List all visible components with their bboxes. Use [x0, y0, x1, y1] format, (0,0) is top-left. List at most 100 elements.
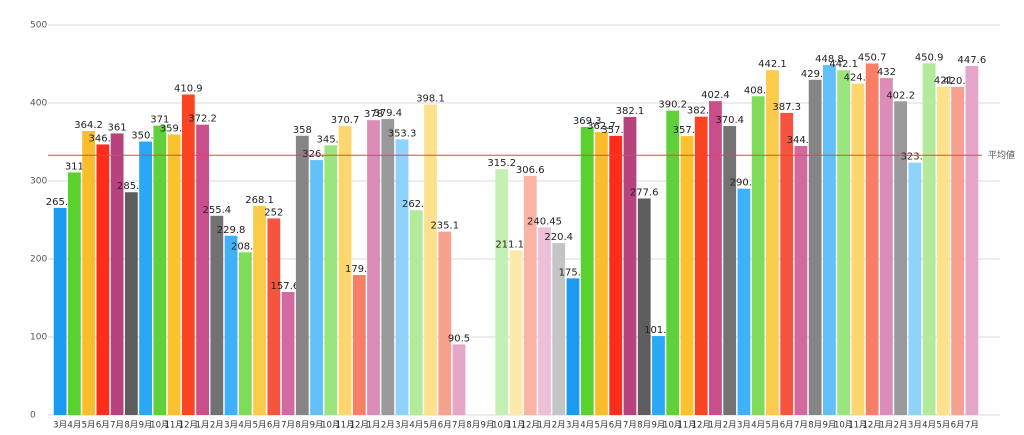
- bar: [808, 79, 822, 416]
- value-label: 442.1: [829, 59, 858, 70]
- x-tick-label: 5月: [253, 421, 267, 431]
- value-label: 361: [108, 122, 127, 133]
- bar: [865, 63, 879, 415]
- value-label: 220.4: [544, 232, 573, 243]
- bar: [267, 218, 281, 415]
- bar: [96, 144, 110, 415]
- x-tick-label: 2月: [552, 421, 566, 431]
- bar: [709, 101, 722, 416]
- x-tick-label: 9月: [652, 421, 666, 431]
- x-tick-label: 9月: [310, 421, 324, 431]
- bar: [295, 135, 309, 415]
- value-label: 315.2: [487, 158, 516, 169]
- bar: [694, 116, 708, 416]
- bar: [637, 198, 651, 415]
- x-tick-label: 4月: [67, 421, 81, 431]
- value-label: 306.6: [516, 165, 545, 176]
- bar: [680, 136, 694, 415]
- x-tick-label: 3月: [737, 421, 751, 431]
- x-tick-label: 3月: [395, 421, 409, 431]
- bar: [951, 86, 965, 415]
- x-tick-label: 6月: [609, 421, 623, 431]
- bar: [452, 344, 466, 415]
- bar: [538, 227, 551, 415]
- value-label: 290.2: [730, 178, 759, 189]
- bar: [181, 94, 195, 416]
- bar: [310, 160, 323, 415]
- bar: [751, 96, 765, 416]
- bar: [139, 141, 153, 416]
- value-label: 101.2: [644, 325, 673, 336]
- value-label: 350.6: [131, 131, 160, 142]
- bar: [837, 70, 851, 416]
- bar: [167, 134, 181, 415]
- bar: [737, 188, 751, 415]
- bar: [82, 130, 96, 415]
- value-label: 450.7: [858, 52, 887, 63]
- bar: [224, 235, 238, 415]
- bar: [338, 125, 352, 415]
- x-tick-label: 5月: [765, 421, 779, 431]
- value-label: 358: [293, 125, 312, 136]
- x-tick-label: 1月: [708, 421, 722, 431]
- x-tick-label: 4月: [751, 421, 765, 431]
- x-tick-label: 7月: [965, 421, 979, 431]
- x-tick-label: 2月: [381, 421, 395, 431]
- bar: [552, 243, 566, 415]
- value-label: 402.2: [886, 90, 915, 101]
- x-tick-label: 11月: [335, 421, 354, 431]
- value-label: 344.9: [787, 135, 816, 146]
- value-label: 346.9: [89, 133, 118, 144]
- value-label: 268.1: [245, 195, 274, 206]
- value-label: 379.4: [373, 108, 402, 119]
- bar: [438, 231, 452, 415]
- value-label: 390.2: [658, 100, 687, 111]
- value-label: 432: [877, 67, 896, 78]
- value-label: 408.6: [744, 85, 773, 96]
- bar: [153, 125, 167, 416]
- bar: [110, 133, 124, 416]
- bar: [409, 210, 423, 415]
- value-label: 326.8: [302, 149, 331, 160]
- bar: [395, 139, 409, 415]
- value-label: 157.65: [271, 281, 306, 292]
- x-tick-label: 10月: [321, 421, 340, 431]
- bar: [523, 175, 537, 415]
- bar: [794, 145, 808, 415]
- x-tick-label: 8月: [124, 421, 138, 431]
- value-label: 364.2: [74, 120, 103, 131]
- x-tick-label: 1月: [196, 421, 210, 431]
- value-label: 362.7: [587, 121, 616, 132]
- value-label: 252: [264, 207, 283, 218]
- value-label: 285.6: [117, 181, 146, 192]
- value-label: 211.195: [495, 239, 536, 250]
- value-label: 421: [934, 76, 953, 87]
- y-tick-label: 500: [30, 21, 47, 31]
- bar: [723, 126, 737, 415]
- x-tick-label: 3月: [224, 421, 238, 431]
- x-tick-label: 6月: [96, 421, 110, 431]
- x-tick-label: 11月: [506, 421, 525, 431]
- bar: [908, 162, 922, 415]
- value-label: 387.3: [772, 102, 801, 113]
- value-label: 410.9: [174, 83, 203, 94]
- bar: [879, 78, 893, 415]
- bar: [652, 336, 665, 415]
- average-label: 平均値: [988, 149, 1015, 161]
- value-label: 429.8: [801, 69, 830, 80]
- bar: [609, 135, 623, 415]
- value-label: 372.2: [188, 114, 217, 125]
- bar: [780, 112, 794, 415]
- x-tick-label: 3月: [53, 421, 67, 431]
- x-tick-label: 6月: [438, 421, 452, 431]
- value-label: 448.8: [815, 54, 844, 65]
- value-label: 208.6: [231, 241, 260, 252]
- value-label: 175.2: [559, 267, 588, 278]
- value-label: 229.8: [217, 225, 246, 236]
- x-tick-label: 12月: [350, 421, 369, 431]
- x-tick-label: 6月: [267, 421, 281, 431]
- x-tick-label: 9月: [139, 421, 153, 431]
- x-tick-label: 10月: [150, 421, 169, 431]
- value-label: 323.5: [901, 152, 930, 163]
